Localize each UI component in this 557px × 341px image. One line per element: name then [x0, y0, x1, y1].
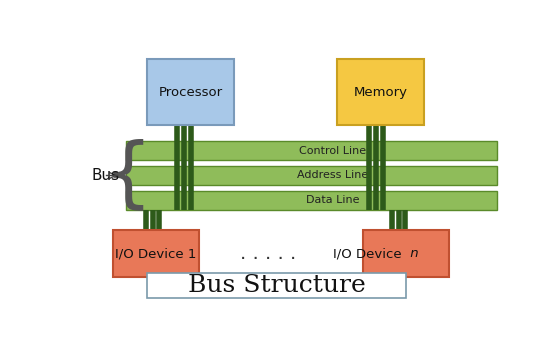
- Bar: [126, 191, 497, 210]
- Text: Memory: Memory: [354, 86, 407, 99]
- Bar: [147, 273, 407, 298]
- FancyBboxPatch shape: [147, 59, 234, 125]
- Text: {: {: [104, 138, 152, 212]
- Bar: [126, 166, 497, 186]
- Bar: [126, 141, 497, 160]
- Text: n: n: [407, 247, 419, 260]
- FancyBboxPatch shape: [113, 230, 199, 277]
- Text: Control Line: Control Line: [299, 146, 367, 155]
- Text: . . . . .: . . . . .: [240, 244, 296, 263]
- Text: Bus: Bus: [91, 168, 119, 183]
- Text: Address Line: Address Line: [297, 170, 369, 180]
- FancyBboxPatch shape: [363, 230, 449, 277]
- Text: Processor: Processor: [158, 86, 223, 99]
- FancyBboxPatch shape: [338, 59, 424, 125]
- Text: Bus Structure: Bus Structure: [188, 274, 366, 297]
- Text: I/O Device 1: I/O Device 1: [115, 247, 197, 260]
- Text: I/O Device: I/O Device: [334, 247, 407, 260]
- Text: Data Line: Data Line: [306, 195, 360, 205]
